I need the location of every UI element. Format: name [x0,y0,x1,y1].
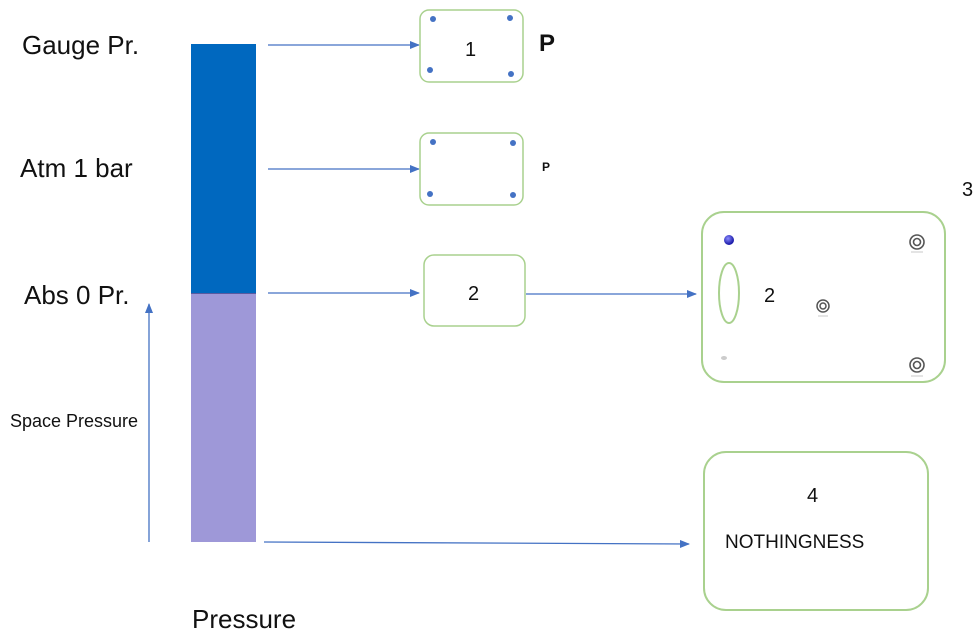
box-3-inner-number: 2 [764,285,776,307]
particle-dot [427,67,433,73]
particle-dot [430,139,436,145]
pressure-bar-upper [191,44,256,294]
ball-icon [724,235,734,245]
box-1-pressure-symbol: P [539,30,556,57]
box-4-number: 4 [807,485,819,507]
spiral-icon [816,299,830,317]
box-2-number: 2 [468,283,480,305]
particle-dot [507,15,513,21]
box-4 [703,451,929,611]
spiral-icon [909,234,925,253]
box-2 [423,254,526,327]
ellipse-shape [718,262,740,324]
absolute-zero-label: Abs 0 Pr. [24,280,130,310]
space-pressure-label: Space Pressure [10,411,139,431]
particle-dot [427,191,433,197]
box-3-number: 3 [962,179,974,201]
box-atm-pressure-symbol: P [542,160,551,174]
box-1-number: 1 [465,39,477,61]
box-atm [419,132,524,206]
pressure-axis-label: Pressure [192,604,297,634]
box-3 [701,211,946,383]
atm-pressure-label: Atm 1 bar [20,153,133,183]
small-dot [721,356,727,360]
spiral-icon [909,357,925,377]
box-1 [419,9,524,83]
particle-dot [510,192,516,198]
arrow-bottom-to-box4 [263,539,690,548]
gauge-pressure-label: Gauge Pr. [22,30,140,60]
particle-dot [430,16,436,22]
nothingness-label: NOTHINGNESS [725,532,865,553]
particle-dot [508,71,514,77]
pressure-bar-lower [191,293,256,542]
particle-dot [510,140,516,146]
